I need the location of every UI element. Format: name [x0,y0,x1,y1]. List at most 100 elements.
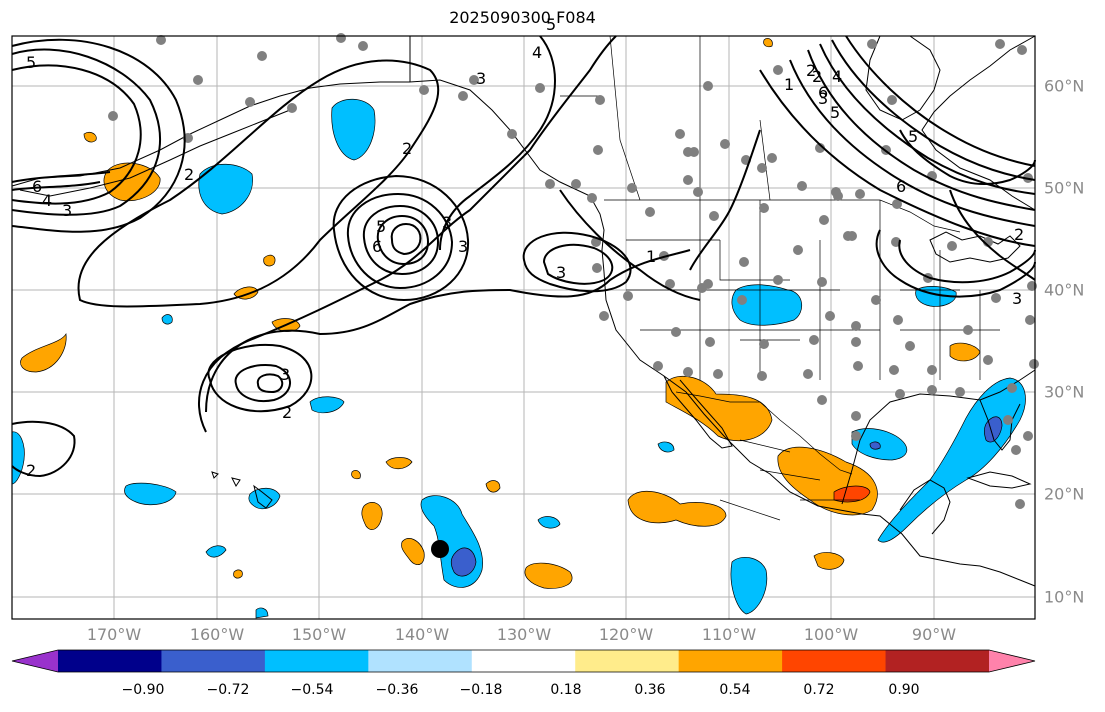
negative-anomaly-region [124,482,177,506]
colorbar-segment [161,650,266,672]
station-dot [871,295,881,305]
contour-label: 5 [376,217,386,236]
station-dot [257,51,267,61]
colorbar-extend-high [989,650,1035,672]
negative-anomaly-region [730,556,768,615]
contour-line [234,364,291,402]
positive-anomaly-region [627,490,727,527]
station-dot [797,181,807,191]
contour-label: 6 [818,83,828,102]
station-dot [599,311,609,321]
station-dot [737,295,747,305]
contour-label-group: 5 6 4 3 2 2 3 4 3 3 6 5 2 3 3 2 1 2 3 4 … [26,15,1024,480]
station-dot [595,95,605,105]
station-dot [336,33,346,43]
cuba [966,471,1032,489]
station-dot [665,279,675,289]
contour-label: 5 [908,127,918,146]
station-dot [825,311,835,321]
contour-line [522,231,632,293]
station-dot [156,35,166,45]
contour-line [439,35,556,251]
contour-label: 2 [812,67,822,86]
colorbar-tick: −0.36 [375,682,419,698]
contour-label: 2 [184,165,194,184]
contour-line [831,39,1036,181]
positive-anomaly-region [361,502,383,530]
lon-label: 160°W [189,625,245,644]
station-dot [358,41,368,51]
mexico-states [719,439,860,521]
lat-label: 50°N [1044,178,1085,198]
station-dot [893,315,903,325]
station-dot [847,231,857,241]
contour-line [899,129,1036,186]
station-dot [507,129,517,139]
negative-anomaly-region [205,545,227,558]
station-dot [905,341,915,351]
station-dot [757,371,767,381]
station-dot [653,361,663,371]
contour-label: 6 [372,237,382,256]
colorbar-tick: 0.18 [550,682,582,698]
station-dot [815,143,825,153]
positive-anomaly-region [233,569,243,579]
station-dot [767,153,777,163]
north-america-coastline [409,36,1036,587]
contour-label: 2 [26,461,36,480]
station-dot [759,339,769,349]
station-dot [709,211,719,221]
contour-line [77,59,440,308]
positive-anomaly-region [524,562,573,589]
lon-label: 90°W [911,625,957,644]
station-dot [592,263,602,273]
storm-center-marker [431,540,449,558]
station-dot [287,103,297,113]
contour-label: 3 [476,69,486,88]
contour-label: 3 [818,89,828,108]
lon-label: 150°W [291,625,347,644]
station-dot [947,241,957,251]
contour-label: 4 [832,67,842,86]
contour-label: 3 [280,365,290,384]
contour-line [949,189,1036,281]
colorbar-outline [11,649,1036,673]
contour-line [390,222,422,256]
contour-line [11,171,111,183]
negative-anomaly-region [248,487,281,510]
negative-anomaly-region [877,377,1026,543]
lat-label: 20°N [1044,484,1085,504]
colorbar-extend-low [12,650,58,672]
contour-line [789,59,1036,227]
positive-anomaly-region [763,38,773,48]
station-dot [713,369,723,379]
negative-anomaly-region [450,547,477,577]
contour-label: 4 [532,43,542,62]
alaska-coastline [11,81,410,187]
station-dot [1011,445,1021,455]
station-dot [587,193,597,203]
contour-label: 2 [402,139,412,158]
station-dot [991,293,1001,303]
contour-label: 5 [26,53,36,72]
contour-label: 6 [896,177,906,196]
station-dot [693,187,703,197]
positive-anomaly-region [401,538,425,566]
colorbar-segment [58,650,162,672]
station-dot [545,179,555,189]
station-dot [458,91,468,101]
station-dot [889,365,899,375]
negative-anomaly-region [309,396,345,414]
station-dot [627,183,637,193]
station-dot [853,361,863,371]
contour-label: 5 [830,103,840,122]
lat-label: 10°N [1044,587,1085,607]
negative-anomaly-region [255,607,269,619]
station-dot [773,275,783,285]
station-dot [963,325,973,335]
hawaii-islands [211,471,273,509]
canada-provinces [560,35,771,201]
station-dot [995,39,1005,49]
political-borders [560,35,1000,521]
